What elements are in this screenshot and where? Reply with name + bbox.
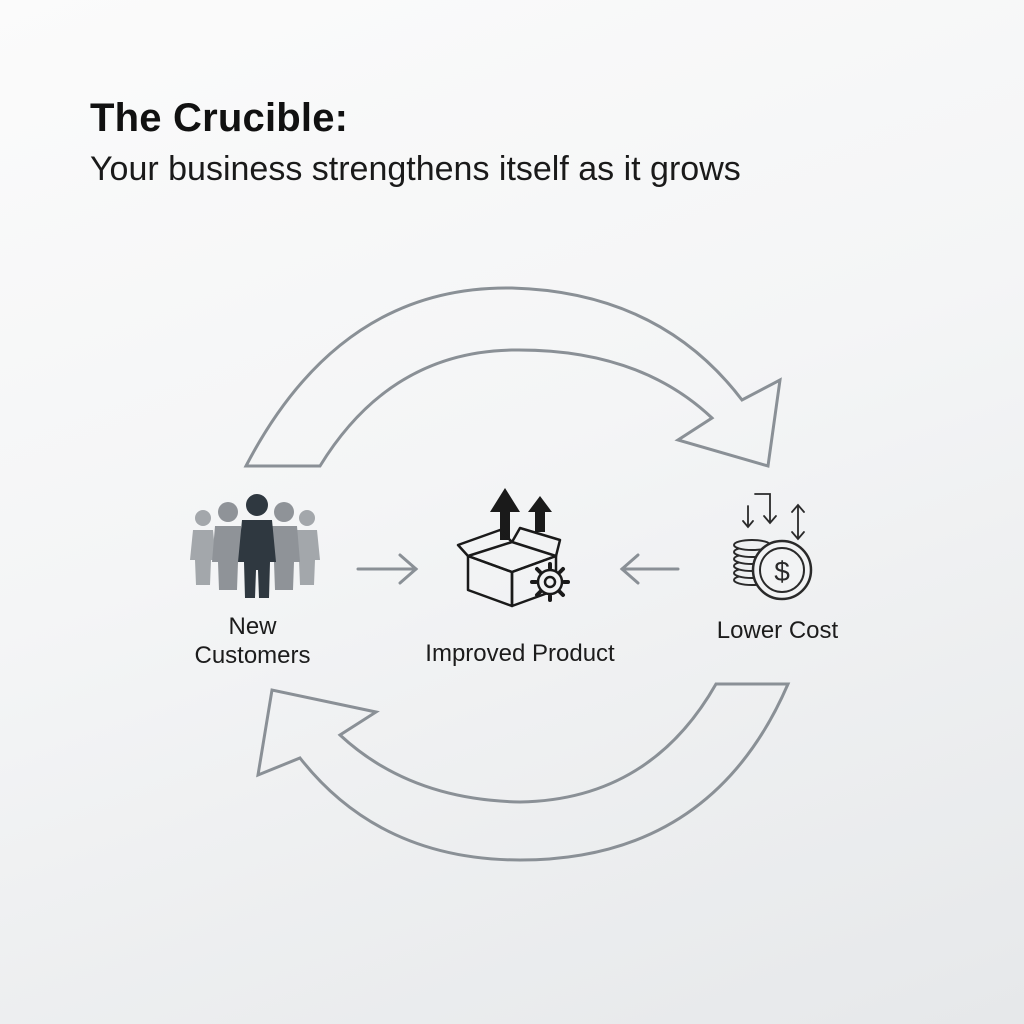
dollar-glyph: $ [774, 556, 790, 587]
node-label-new-customers: New Customers [150, 612, 355, 670]
node-label-new-customers-line1: New [228, 613, 277, 640]
bottom-cycle-arrow [256, 682, 791, 862]
coins-dollar-icon [733, 493, 813, 601]
top-cycle-arrow [243, 286, 782, 468]
page-title: The Crucible: [90, 96, 349, 140]
left-arrow-icon [619, 553, 680, 585]
people-group-icon [190, 494, 320, 598]
node-label-lower-cost: Lower Cost [716, 617, 839, 644]
node-label-new-customers-line2: Customers [194, 642, 311, 669]
node-label-improved-product: Improved Product [425, 640, 615, 667]
right-arrow-icon [356, 553, 419, 585]
page-subtitle: Your business strengthens itself as it g… [90, 150, 741, 188]
box-with-up-arrows-and-gear-icon [456, 488, 570, 608]
